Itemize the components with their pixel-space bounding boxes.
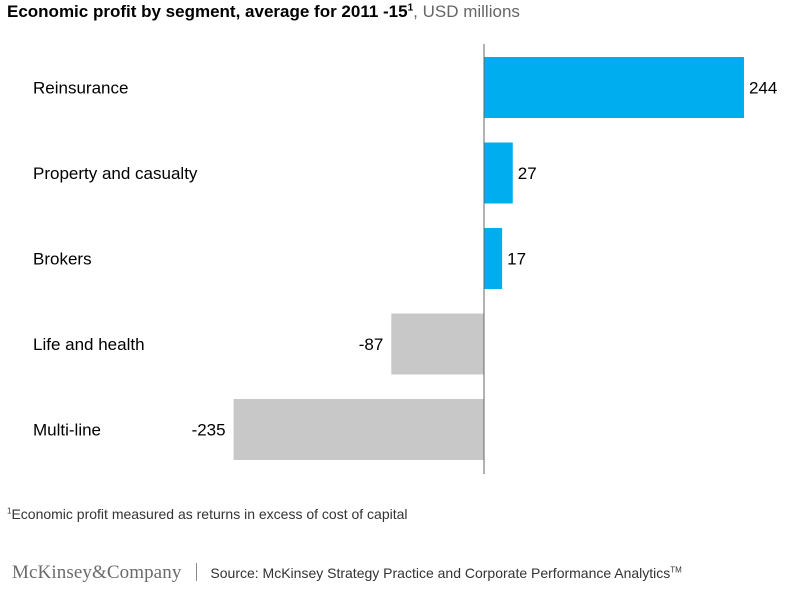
category-label-4: Multi-line [33,421,101,440]
category-label-1: Property and casualty [33,164,198,183]
source-note: Source: McKinsey Strategy Practice and C… [210,565,681,581]
bar-4 [233,399,484,460]
footnote-marker: 1 [7,506,12,516]
bar-chart: Reinsurance 244 Property and casualty 27 Bro… [33,44,777,474]
bar-3 [391,313,484,375]
footnote: 1Economic profit measured as returns in … [7,506,408,522]
category-label-2: Brokers [33,250,92,269]
chart-title-unit: , USD millions [413,2,520,21]
data-label-1: 27 [518,164,537,183]
source-text: Source: McKinsey Strategy Practice and C… [210,565,671,581]
bar-2 [484,228,503,289]
category-label-3: Life and health [33,335,145,354]
footnote-text: Economic profit measured as returns in e… [11,506,408,522]
chart-title: Economic profit by segment, average for … [7,2,520,22]
data-label-3: -87 [359,335,384,354]
footer: McKinsey&Company Source: McKinsey Strate… [12,560,682,584]
chart-title-main: Economic profit by segment, average for … [7,2,408,21]
category-label-0: Reinsurance [33,79,128,98]
data-label-4: -235 [192,421,226,440]
bar-0 [484,57,744,118]
chart-title-footnote-marker: 1 [407,2,414,14]
bar-1 [484,142,513,204]
source-trademark: TM [670,565,682,575]
mckinsey-logo: McKinsey&Company [12,562,182,583]
data-label-0: 244 [749,79,777,98]
data-label-2: 17 [507,250,526,269]
footer-divider [196,563,198,581]
